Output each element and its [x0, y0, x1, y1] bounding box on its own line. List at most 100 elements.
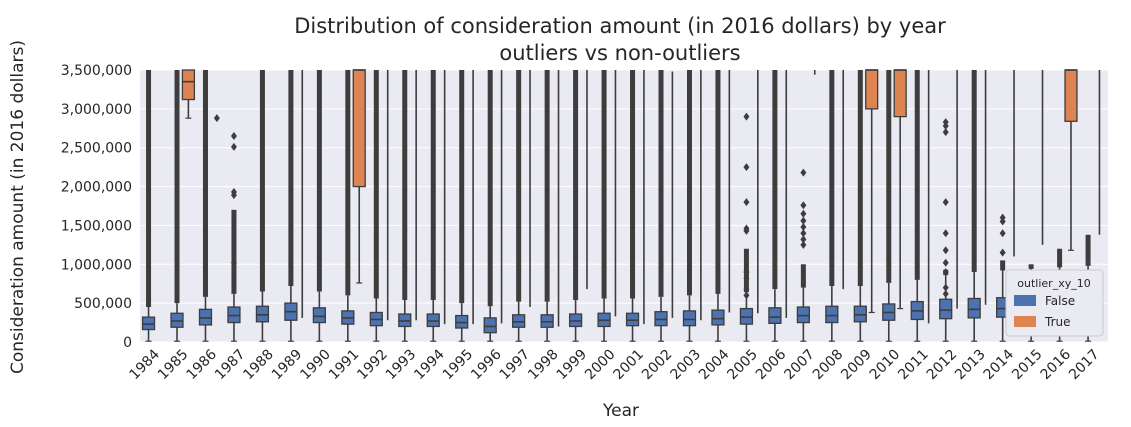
flier [999, 213, 1006, 222]
flier [800, 222, 807, 231]
box-false-1989 [284, 70, 298, 342]
x-tick-label: 2006 [753, 346, 790, 383]
flier [743, 268, 750, 277]
box-false-1985 [170, 70, 184, 342]
flier [800, 240, 807, 249]
y-tick-label: 0 [123, 335, 132, 351]
flier [743, 274, 750, 283]
flier [230, 188, 237, 197]
x-tick-label: 1997 [497, 347, 534, 384]
box [967, 297, 981, 319]
x-tick-label: 1987 [212, 347, 249, 384]
legend-swatch-true [1014, 316, 1036, 327]
box-false-2011 [910, 70, 924, 342]
box [312, 307, 326, 324]
x-tick-label: 2016 [1038, 346, 1075, 383]
legend: outlier_xy_10 False True [1005, 269, 1104, 337]
x-tick-label: 1998 [525, 347, 562, 384]
y-tick-label: 500,000 [74, 296, 132, 312]
box-false-1998 [540, 70, 554, 342]
box-false-1996 [483, 70, 497, 342]
x-tick-label: 2015 [1009, 347, 1046, 384]
flier [743, 112, 750, 121]
box-false-1997 [512, 70, 526, 342]
box-false-1995 [455, 70, 469, 342]
x-tick-label: 1984 [127, 346, 164, 383]
box-false-2005 [739, 112, 754, 342]
x-tick-label: 2008 [810, 347, 847, 384]
legend-label-false: False [1045, 294, 1075, 308]
y-tick-labels: 0 500,000 1,000,000 1,500,000 2,000,000 2,500… [61, 63, 132, 351]
x-tick-label: 1995 [440, 347, 477, 384]
flier [743, 163, 750, 172]
box-false-2007 [796, 168, 810, 342]
flier [800, 209, 807, 218]
box-true-2010 [893, 69, 907, 310]
flier [942, 283, 949, 292]
flier [800, 216, 807, 225]
flier [800, 235, 807, 244]
chart-title-line2: outliers vs non-outliers [499, 41, 740, 65]
gridlines [140, 69, 1108, 343]
x-tick-label: 1991 [326, 347, 363, 384]
box-false-2008 [825, 70, 839, 342]
flier [942, 229, 949, 238]
box-false-2000 [597, 70, 611, 342]
plot-area [140, 70, 1108, 342]
box-true-1986 [213, 114, 220, 123]
flier [942, 258, 949, 267]
box-false-2009 [853, 70, 867, 342]
box [768, 307, 782, 324]
legend-swatch-false [1014, 295, 1036, 306]
flier [800, 201, 807, 210]
x-tick-labels: 1984198519861987198819891990199119921993… [127, 346, 1103, 383]
box [1064, 69, 1078, 122]
box [682, 310, 697, 327]
box-false-1990 [312, 70, 326, 342]
flier [942, 246, 949, 255]
box [711, 309, 725, 326]
x-tick-label: 1992 [354, 347, 391, 384]
box-true-1985 [181, 69, 196, 119]
box-false-2004 [711, 70, 725, 342]
chart-title-line1: Distribution of consideration amount (in… [294, 14, 946, 38]
x-tick-label: 2017 [1066, 347, 1103, 384]
box-true-2009 [865, 69, 879, 314]
box-false-1999 [568, 70, 583, 342]
x-tick-label: 2012 [924, 347, 961, 384]
flier [942, 268, 949, 277]
box [893, 69, 907, 118]
x-tick-label: 2007 [781, 347, 818, 384]
x-tick-label: 1985 [155, 347, 192, 384]
y-tick-label: 2,000,000 [61, 180, 132, 196]
x-tick-label: 2010 [867, 347, 904, 384]
box-false-2003 [682, 70, 697, 342]
flier [942, 118, 949, 127]
box [865, 69, 879, 110]
x-tick-label: 1988 [240, 347, 277, 384]
flier [743, 285, 750, 294]
flier [800, 229, 807, 238]
x-tick-label: 2002 [639, 347, 676, 384]
box-true-2016 [1064, 69, 1078, 251]
flier [230, 142, 237, 151]
y-tick-label: 1,000,000 [61, 257, 132, 273]
flier [800, 168, 807, 177]
y-axis-label: Consideration amount (in 2016 dollars) [8, 40, 28, 374]
flier [942, 289, 949, 298]
box-false-1987 [227, 132, 241, 342]
flier [999, 248, 1006, 257]
flier [999, 229, 1006, 238]
y-tick-label: 3,000,000 [61, 102, 132, 118]
box [352, 69, 366, 188]
box-false-2002 [654, 70, 668, 342]
x-tick-label: 1993 [383, 347, 420, 384]
box-false-2010 [882, 70, 896, 342]
box-false-1986 [198, 70, 213, 342]
box-false-1994 [426, 70, 440, 342]
box-false-2001 [625, 70, 640, 342]
flier [230, 258, 237, 267]
box [939, 298, 953, 320]
